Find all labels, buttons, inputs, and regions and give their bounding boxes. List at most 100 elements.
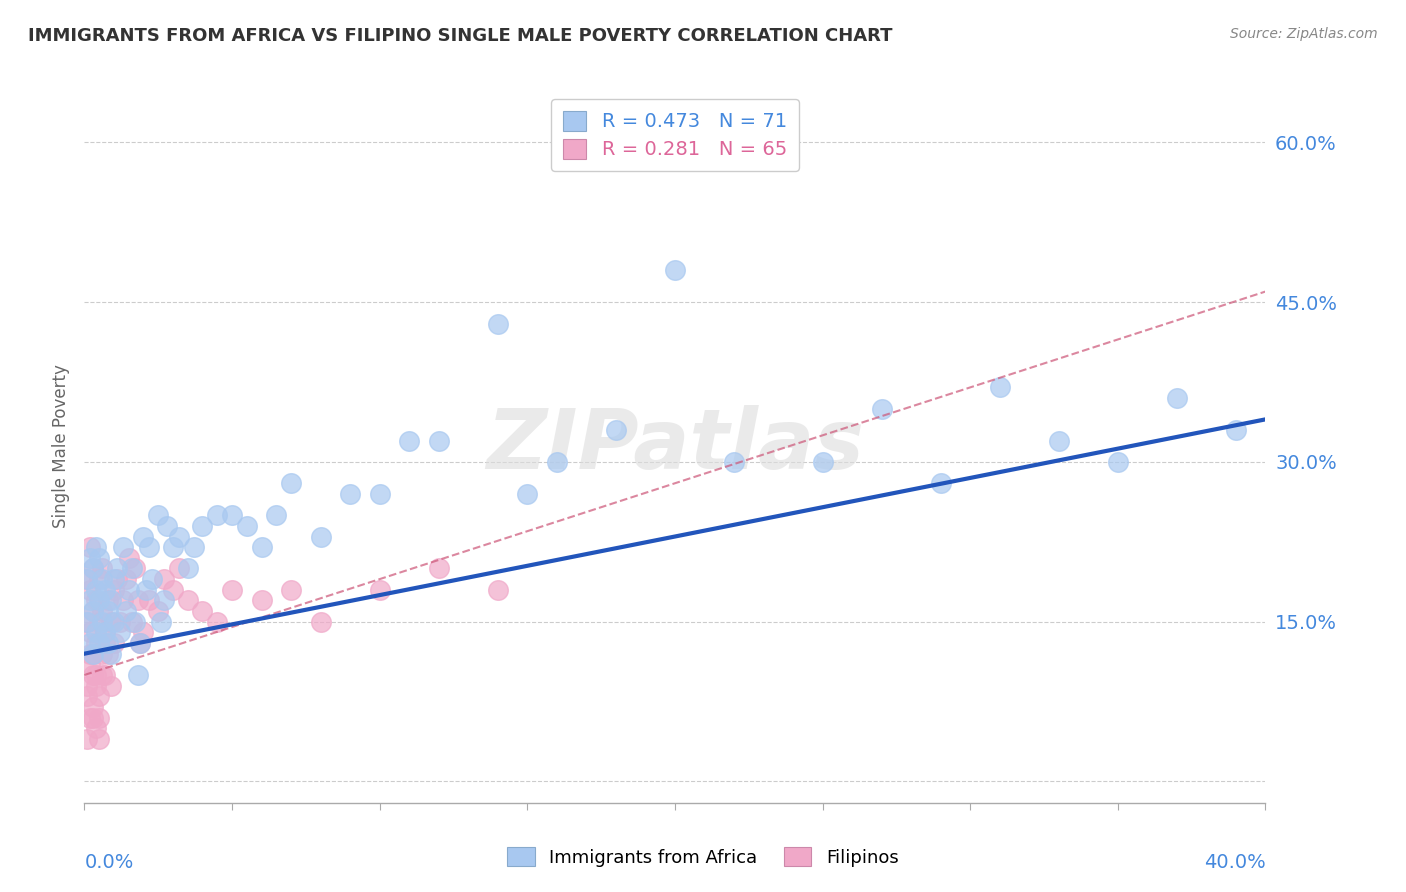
Point [1225, 423, 1247, 437]
Point [132, 625, 155, 640]
Point [121, 561, 143, 575]
Point [250, 593, 273, 607]
Point [167, 529, 190, 543]
Text: 40.0%: 40.0% [1204, 853, 1265, 871]
Point [97, 647, 120, 661]
Point [94, 636, 117, 650]
Point [427, 434, 450, 448]
Point [398, 434, 420, 448]
Point [105, 561, 128, 575]
Point [1047, 434, 1070, 448]
Point [82, 647, 104, 661]
Point [79, 647, 101, 661]
Point [84, 625, 107, 640]
Point [100, 647, 122, 661]
Point [87, 731, 111, 746]
Point [191, 519, 214, 533]
Point [486, 582, 509, 597]
Point [94, 625, 117, 640]
Point [100, 593, 122, 607]
Point [103, 582, 125, 597]
Point [91, 604, 114, 618]
Point [368, 487, 391, 501]
Point [76, 690, 98, 704]
Text: IMMIGRANTS FROM AFRICA VS FILIPINO SINGLE MALE POVERTY CORRELATION CHART: IMMIGRANTS FROM AFRICA VS FILIPINO SINGL… [28, 27, 893, 45]
Point [114, 604, 136, 618]
Point [191, 604, 214, 618]
Point [82, 700, 104, 714]
Point [103, 572, 125, 586]
Point [280, 476, 302, 491]
Point [87, 593, 111, 607]
Point [111, 593, 134, 607]
Point [91, 561, 114, 575]
Text: ZIPatlas: ZIPatlas [486, 406, 863, 486]
Point [84, 721, 107, 735]
Point [87, 615, 111, 629]
Point [167, 561, 190, 575]
Point [486, 317, 509, 331]
Point [153, 572, 176, 586]
Point [162, 540, 184, 554]
Point [79, 636, 101, 650]
Point [108, 625, 131, 640]
Point [148, 508, 170, 523]
Point [87, 550, 111, 565]
Point [162, 582, 184, 597]
Point [309, 615, 332, 629]
Point [177, 561, 200, 575]
Point [205, 615, 228, 629]
Point [91, 572, 114, 586]
Point [84, 679, 107, 693]
Point [221, 508, 243, 523]
Point [205, 508, 228, 523]
Point [84, 593, 107, 607]
Point [97, 593, 120, 607]
Point [91, 668, 114, 682]
Point [82, 604, 104, 618]
Point [76, 572, 98, 586]
Point [94, 668, 117, 682]
Point [76, 615, 98, 629]
Point [82, 668, 104, 682]
Point [91, 647, 114, 661]
Point [82, 561, 104, 575]
Point [250, 540, 273, 554]
Point [811, 455, 834, 469]
Text: 0.0%: 0.0% [84, 853, 134, 871]
Point [105, 572, 128, 586]
Point [82, 647, 104, 661]
Point [79, 625, 101, 640]
Point [118, 550, 141, 565]
Point [368, 582, 391, 597]
Point [141, 572, 163, 586]
Point [605, 423, 627, 437]
Point [339, 487, 361, 501]
Point [156, 519, 179, 533]
Point [280, 582, 302, 597]
Point [103, 615, 125, 629]
Point [111, 540, 134, 554]
Y-axis label: Single Male Poverty: Single Male Poverty [52, 364, 70, 528]
Legend: Immigrants from Africa, Filipinos: Immigrants from Africa, Filipinos [501, 840, 905, 874]
Point [221, 582, 243, 597]
Point [135, 582, 157, 597]
Point [516, 487, 538, 501]
Point [97, 604, 120, 618]
Point [87, 690, 111, 704]
Point [153, 593, 176, 607]
Point [132, 529, 155, 543]
Point [870, 401, 893, 416]
Point [108, 615, 131, 629]
Point [76, 731, 98, 746]
Point [76, 615, 98, 629]
Point [183, 540, 205, 554]
Point [118, 582, 141, 597]
Point [124, 615, 146, 629]
Point [138, 540, 160, 554]
Point [79, 657, 101, 672]
Point [94, 582, 117, 597]
Point [82, 561, 104, 575]
Point [84, 668, 107, 682]
Point [82, 604, 104, 618]
